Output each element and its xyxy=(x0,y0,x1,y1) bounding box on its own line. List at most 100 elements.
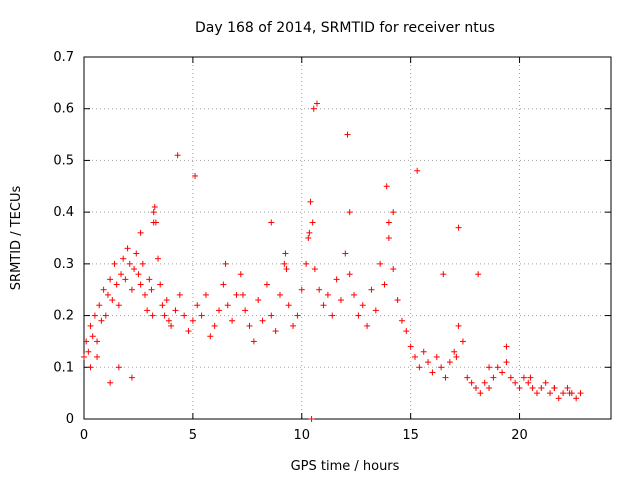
data-point xyxy=(390,266,397,273)
data-point xyxy=(442,374,449,381)
data-point xyxy=(499,369,506,376)
data-point xyxy=(440,271,447,278)
data-point xyxy=(128,286,135,293)
data-point xyxy=(310,105,317,112)
grid-lines xyxy=(84,57,611,419)
data-point xyxy=(163,297,170,304)
data-point xyxy=(475,271,482,278)
data-point xyxy=(144,307,151,314)
data-point xyxy=(181,312,188,319)
data-point xyxy=(237,271,244,278)
data-point xyxy=(165,317,172,324)
data-point xyxy=(222,260,229,267)
data-point xyxy=(161,312,168,319)
data-point xyxy=(151,203,158,210)
data-point xyxy=(98,317,105,324)
data-point xyxy=(133,250,140,257)
data-point xyxy=(263,281,270,288)
data-point xyxy=(159,302,166,309)
data-point xyxy=(359,302,366,309)
data-point xyxy=(229,317,236,324)
data-point xyxy=(282,250,289,257)
data-point xyxy=(281,260,288,267)
y-tick-label: 0.4 xyxy=(53,205,74,220)
data-point xyxy=(174,152,181,159)
data-point xyxy=(172,307,179,314)
data-point xyxy=(150,219,157,226)
y-tick-label: 0.7 xyxy=(53,50,74,65)
data-point xyxy=(220,281,227,288)
x-axis-label: GPS time / hours xyxy=(291,459,400,474)
data-point xyxy=(355,312,362,319)
data-point xyxy=(290,322,297,329)
data-point xyxy=(433,353,440,360)
data-point xyxy=(555,395,562,402)
data-point xyxy=(148,286,155,293)
data-point xyxy=(268,312,275,319)
data-points xyxy=(81,100,584,422)
data-point xyxy=(242,307,249,314)
data-point xyxy=(124,245,131,252)
data-point xyxy=(150,209,157,216)
data-point xyxy=(464,374,471,381)
x-tick-label: 15 xyxy=(402,428,419,443)
data-point xyxy=(346,271,353,278)
data-point xyxy=(503,343,510,350)
data-point xyxy=(420,348,427,355)
data-point xyxy=(477,390,484,397)
data-point xyxy=(115,302,122,309)
data-point xyxy=(135,271,142,278)
data-point xyxy=(429,369,436,376)
data-point xyxy=(551,384,558,391)
data-point xyxy=(211,322,218,329)
data-point xyxy=(128,374,135,381)
data-point xyxy=(385,219,392,226)
data-point xyxy=(113,281,120,288)
x-tick-label: 5 xyxy=(189,428,197,443)
data-point xyxy=(329,312,336,319)
data-point xyxy=(507,374,514,381)
data-point xyxy=(368,286,375,293)
y-tick-label: 0.6 xyxy=(53,102,74,117)
data-point xyxy=(527,374,534,381)
data-point xyxy=(259,317,266,324)
data-point xyxy=(316,286,323,293)
data-point xyxy=(272,328,279,335)
data-point xyxy=(309,219,316,226)
data-point xyxy=(285,302,292,309)
data-point xyxy=(455,224,462,231)
y-tick-label: 0.5 xyxy=(53,153,74,168)
data-point xyxy=(337,297,344,304)
data-point xyxy=(520,374,527,381)
y-tick-label: 0.2 xyxy=(53,309,74,324)
data-point xyxy=(516,384,523,391)
data-point xyxy=(416,364,423,371)
data-point xyxy=(194,302,201,309)
data-point xyxy=(320,302,327,309)
data-point xyxy=(407,343,414,350)
data-point xyxy=(94,338,101,345)
data-point xyxy=(547,390,554,397)
data-point xyxy=(381,281,388,288)
data-point xyxy=(525,379,532,386)
data-point xyxy=(486,364,493,371)
data-point xyxy=(303,260,310,267)
data-point xyxy=(137,229,144,236)
data-point xyxy=(104,291,111,298)
data-point xyxy=(468,379,475,386)
data-point xyxy=(344,131,351,138)
data-point xyxy=(364,322,371,329)
data-point xyxy=(224,302,231,309)
data-point xyxy=(566,390,573,397)
data-point xyxy=(346,209,353,216)
data-point xyxy=(139,260,146,267)
data-point xyxy=(306,229,313,236)
data-point xyxy=(308,416,315,422)
data-point xyxy=(446,359,453,366)
data-point xyxy=(533,390,540,397)
data-point xyxy=(560,390,567,397)
data-point xyxy=(122,276,129,283)
data-point xyxy=(94,353,101,360)
data-point xyxy=(294,312,301,319)
axis-ticks: 0 0.1 0.2 0.3 0.4 0.5 0.6 0.7 0 5 10 15 20 xyxy=(53,50,611,443)
